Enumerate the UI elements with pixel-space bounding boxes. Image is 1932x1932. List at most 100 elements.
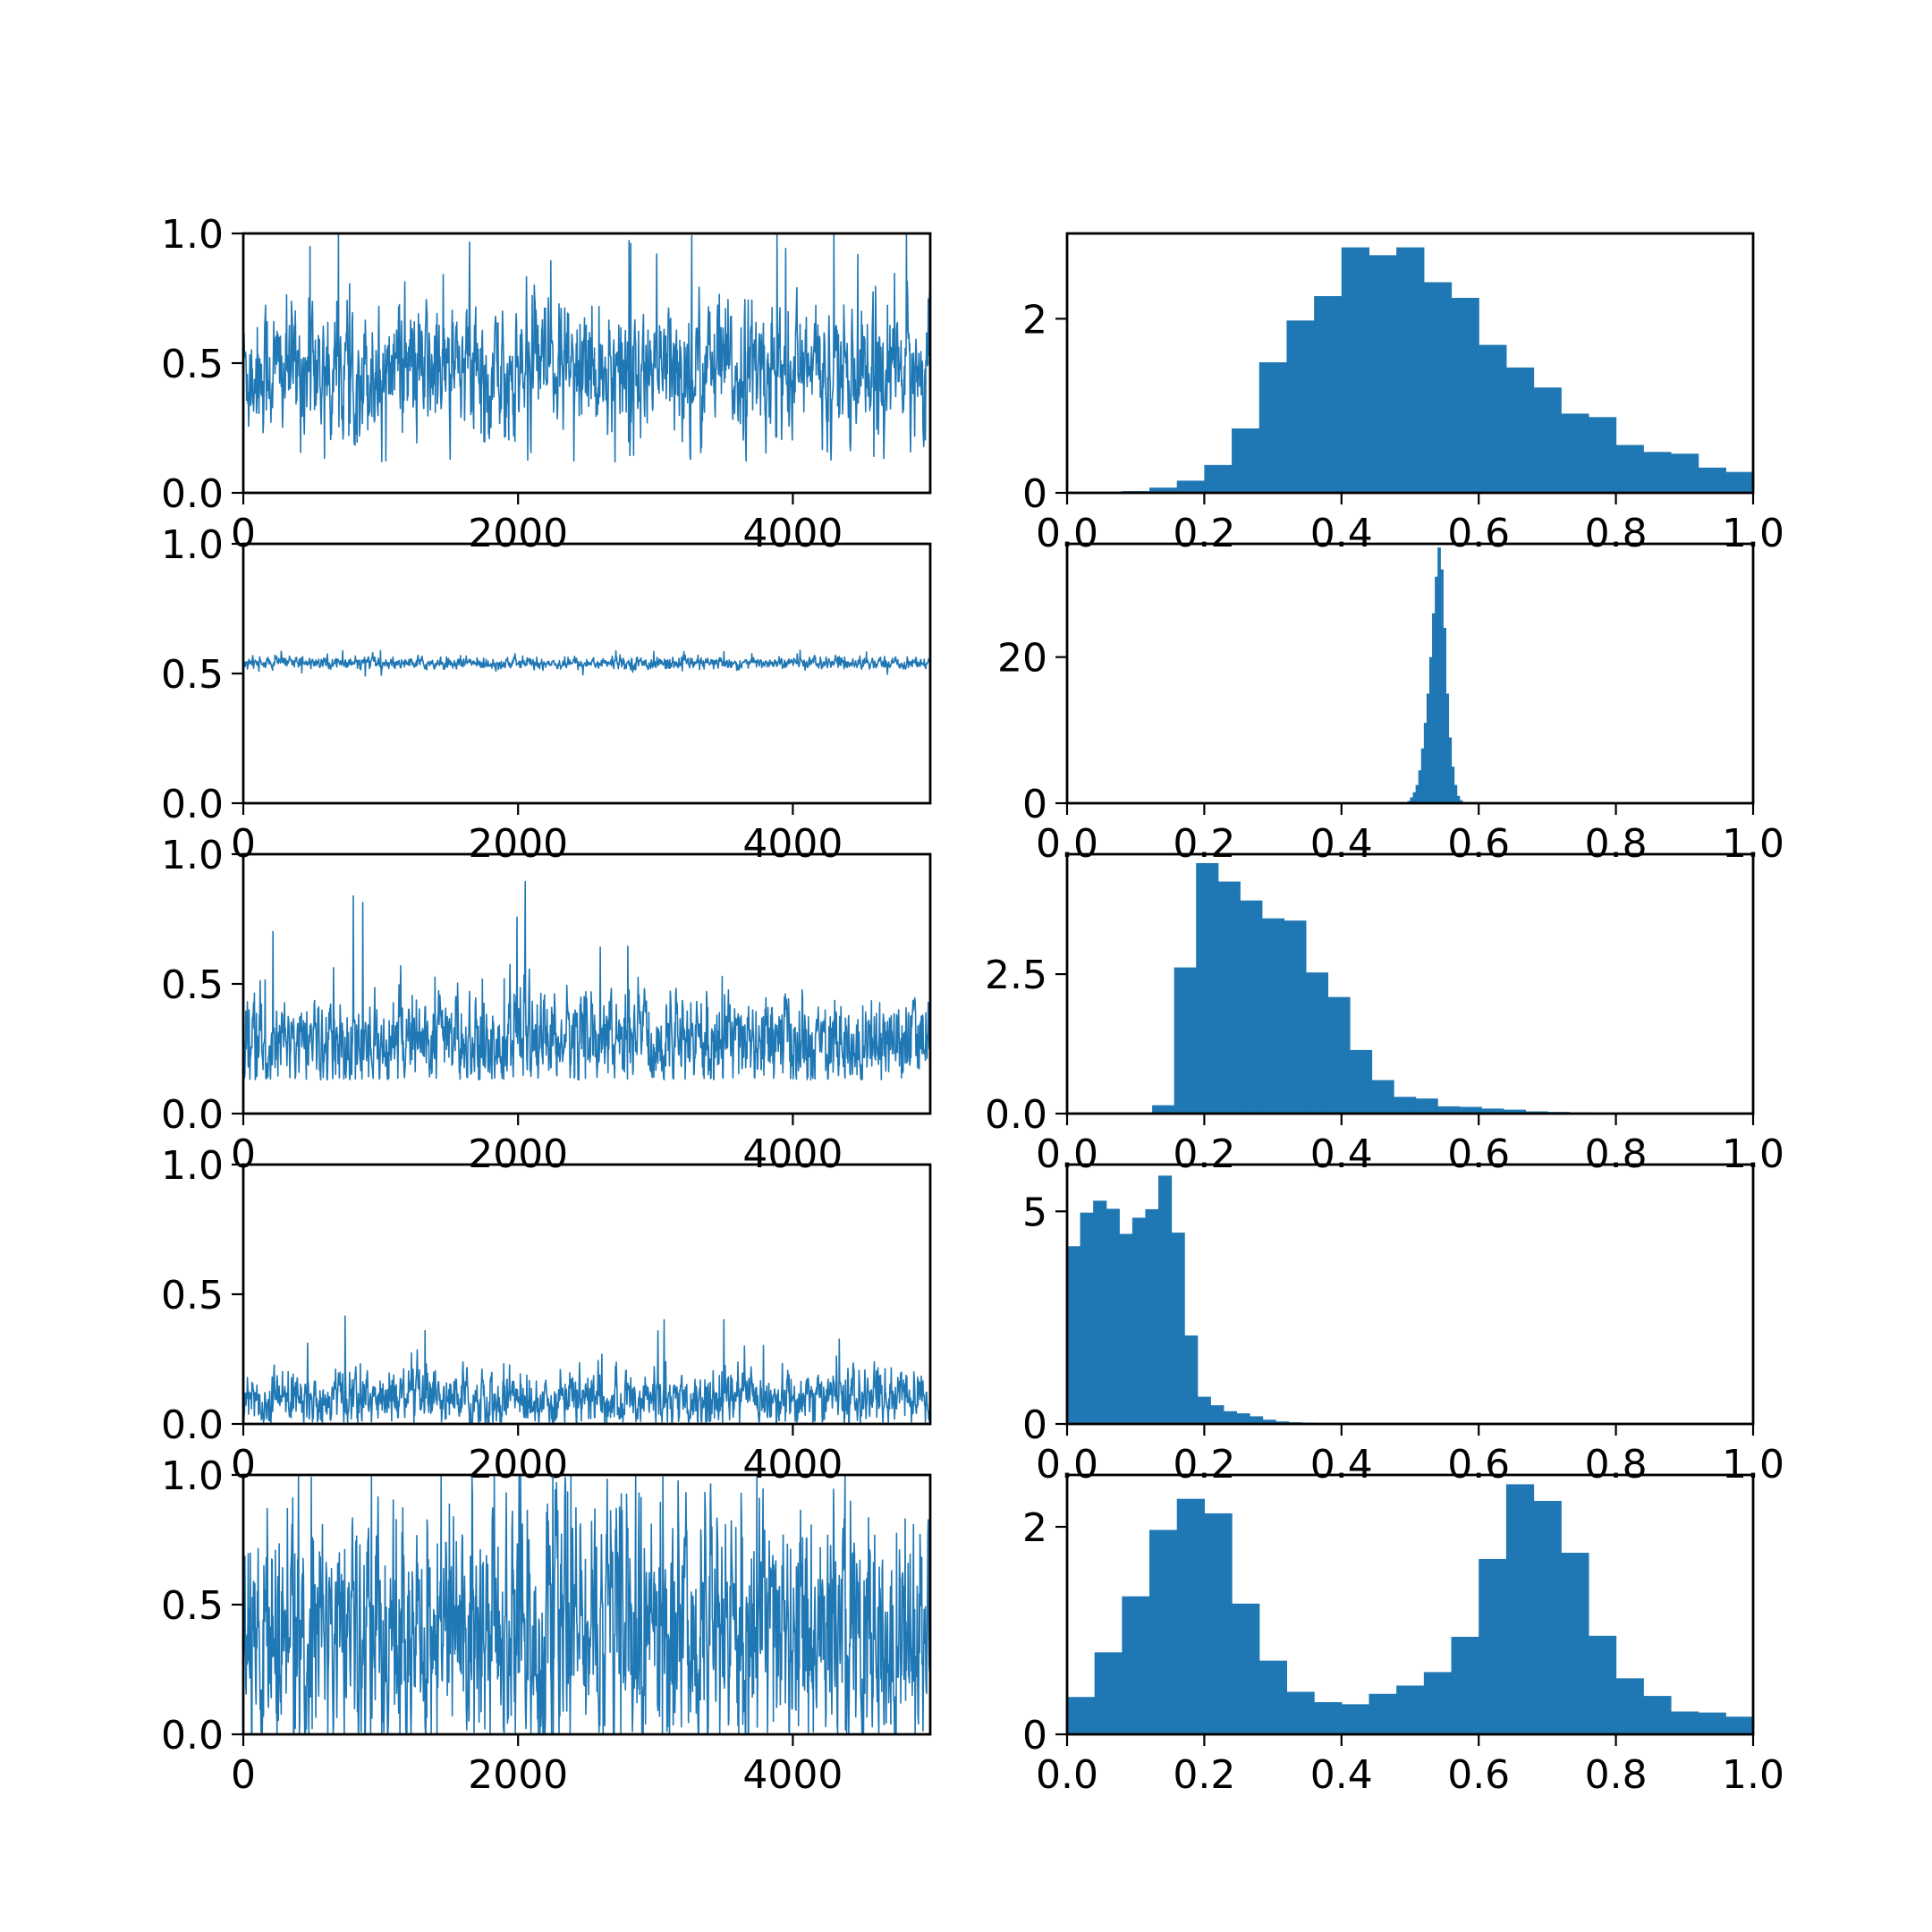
hist-frame-3	[1065, 852, 1755, 1115]
hist-5-bar	[1588, 1635, 1617, 1734]
hist-1-ytick-label: 0	[1022, 471, 1047, 517]
hist-3-xtick-label: 0.4	[1310, 1131, 1373, 1177]
hist-5-bar	[1505, 1484, 1535, 1734]
hist-1-bar	[1615, 445, 1644, 493]
hist-5-bar	[1561, 1553, 1589, 1734]
histogram-1: 0.0 0.2 0.4 0.6 0.8 1.002	[1022, 232, 1784, 556]
hist-frame-4	[1065, 1163, 1755, 1426]
trace-4-xtick-label: 4000	[742, 1442, 843, 1487]
hist-5-bar	[1533, 1501, 1562, 1734]
hist-5-bar	[1176, 1498, 1205, 1734]
hist-5-xtick-label: 1.0	[1722, 1752, 1784, 1798]
hist-1-xtick-label: 0.4	[1310, 511, 1373, 556]
trace-1-ytick-label: 1.0	[161, 212, 224, 258]
hist-4-bar	[1080, 1212, 1094, 1424]
trace-3-xtick-label: 4000	[742, 1131, 843, 1177]
hist-1-bar	[1232, 428, 1260, 493]
hist-4-bar	[1145, 1208, 1159, 1424]
hist-3-bar	[1152, 1105, 1175, 1114]
trace-3-ytick-label: 0.0	[161, 1092, 224, 1138]
hist-2-bar	[1451, 767, 1455, 803]
hist-5-ytick-label: 2	[1022, 1505, 1047, 1551]
hist-1-bar	[1725, 471, 1754, 493]
trace-frame-1	[242, 232, 932, 495]
hist-3-bar	[1327, 996, 1351, 1114]
hist-1-xtick-label: 0.8	[1585, 511, 1648, 556]
trace-1-ytick-label: 0.0	[161, 471, 224, 517]
hist-frame-1	[1065, 232, 1755, 495]
hist-4-bar	[1093, 1200, 1107, 1424]
hist-2-bar	[1423, 723, 1428, 803]
hist-3-bar	[1503, 1109, 1526, 1114]
hist-2-ytick-label: 0	[1022, 782, 1047, 827]
hist-5-xtick-label: 0.6	[1447, 1752, 1510, 1798]
trace-3-xtick-label: 2000	[468, 1131, 568, 1177]
hist-3-bar	[1284, 920, 1307, 1114]
hist-3-xtick-label: 0.6	[1447, 1131, 1510, 1177]
hist-5-bar	[1615, 1678, 1644, 1734]
hist-2-bar	[1432, 613, 1436, 803]
hist-1-bar	[1204, 464, 1233, 493]
hist-5-xtick-label: 0.2	[1173, 1752, 1235, 1798]
hist-5-bar	[1725, 1716, 1754, 1734]
hist-1-bar	[1505, 367, 1535, 493]
hist-2-bar	[1453, 784, 1458, 803]
hist-3-bar	[1240, 900, 1263, 1114]
trace-frame-3	[242, 852, 932, 1115]
hist-4-bar	[1171, 1233, 1185, 1424]
hist-frame-2	[1065, 542, 1755, 805]
hist-4-bar	[1223, 1411, 1238, 1424]
hist-1-bar	[1451, 298, 1479, 493]
trace-2-ytick-label: 1.0	[161, 522, 224, 568]
hist-4-ytick-label: 0	[1022, 1402, 1047, 1448]
hist-1-bar	[1258, 362, 1288, 493]
trace-2-ytick-label: 0.0	[161, 782, 224, 827]
hist-4-bar	[1067, 1246, 1081, 1424]
hist-4-bar	[1250, 1416, 1264, 1424]
hist-2-bar	[1420, 748, 1425, 803]
hist-5-xtick-label: 0.8	[1585, 1752, 1648, 1798]
hist-1-bar	[1561, 413, 1589, 493]
hist-1-bar	[1533, 387, 1562, 493]
trace-line-5	[243, 1475, 930, 1734]
hist-1-bar	[1286, 320, 1315, 493]
hist-4-bar	[1184, 1335, 1199, 1424]
hist-3-bar	[1459, 1106, 1482, 1114]
hist-4-xtick-label: 0.4	[1310, 1442, 1373, 1487]
hist-1-bar	[1149, 487, 1178, 493]
hist-4-bar	[1262, 1419, 1276, 1424]
hist-1-bar	[1670, 453, 1699, 493]
hist-5-bar	[1204, 1513, 1233, 1734]
hist-1-bar	[1341, 247, 1370, 493]
hist-3-xtick-label: 0.2	[1173, 1131, 1235, 1177]
hist-5-bar	[1670, 1711, 1699, 1734]
trace-4-ytick-label: 0.5	[161, 1273, 224, 1318]
hist-4-ytick-label: 5	[1022, 1190, 1047, 1235]
hist-3-bar	[1196, 862, 1219, 1114]
hist-4-bar	[1106, 1208, 1120, 1424]
hist-5-bar	[1698, 1712, 1726, 1734]
hist-2-xtick-label: 0.2	[1173, 821, 1235, 867]
hist-1-bar	[1698, 467, 1726, 493]
hist-1-bar	[1423, 282, 1453, 493]
hist-3-bar	[1394, 1097, 1417, 1114]
hist-2-bar	[1426, 693, 1430, 803]
trace-1-ytick-label: 0.5	[161, 342, 224, 387]
hist-5-bar	[1479, 1558, 1507, 1734]
hist-1-ytick-label: 2	[1022, 297, 1047, 343]
trace-2-ytick-label: 0.5	[161, 652, 224, 698]
hist-4-xtick-label: 0.2	[1173, 1442, 1235, 1487]
hist-1-bar	[1396, 247, 1425, 493]
hist-2-bar	[1435, 576, 1438, 803]
hist-4-bar	[1275, 1421, 1290, 1424]
hist-2-bar	[1445, 693, 1450, 803]
hist-1-bar	[1479, 344, 1507, 493]
trace-plot-5: 0 2000 4000 0.0 0.5 1.0	[161, 1453, 932, 1798]
hist-2-bar	[1459, 800, 1463, 803]
hist-5-bar	[1368, 1693, 1397, 1734]
trace-5-xtick-label: 2000	[468, 1752, 568, 1798]
trace-4-xtick-label: 2000	[468, 1442, 568, 1487]
hist-5-bar	[1094, 1652, 1123, 1734]
